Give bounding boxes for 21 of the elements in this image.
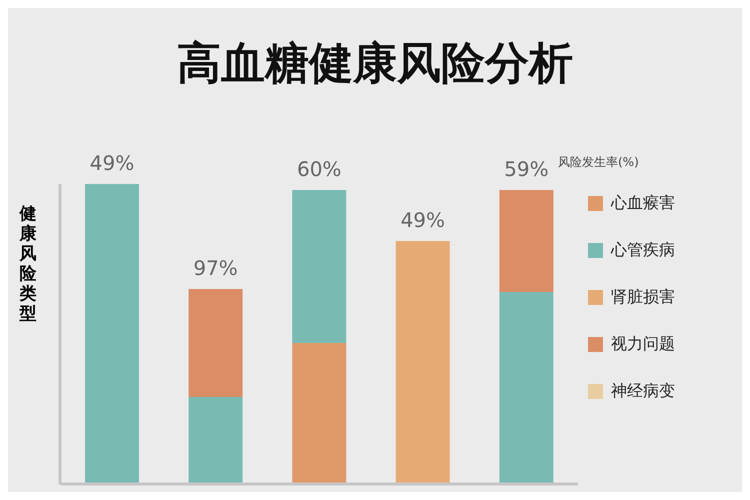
legend-label: 肾脏损害 bbox=[610, 287, 676, 308]
bar bbox=[499, 190, 554, 292]
legend-label: 神经病变 bbox=[610, 381, 676, 402]
legend-label: 视力问题 bbox=[610, 334, 676, 355]
legend-title: 风险发生率(%) bbox=[558, 154, 640, 171]
bar bbox=[85, 184, 139, 484]
legend-label: 心血瘊害 bbox=[610, 193, 676, 214]
bar bbox=[188, 397, 243, 484]
bar bbox=[499, 292, 554, 484]
chart-title: 高血糖健康风险分析 bbox=[176, 37, 574, 91]
text: 49% bbox=[90, 151, 134, 175]
bar bbox=[292, 343, 346, 484]
annotation: 97% bbox=[193, 256, 238, 280]
text: 59% bbox=[504, 157, 549, 181]
annotation: 49% bbox=[400, 208, 446, 232]
bar bbox=[292, 190, 346, 343]
bar bbox=[188, 289, 243, 397]
text: 60% bbox=[296, 157, 342, 181]
y-axis-title: 健康风险类型 bbox=[20, 204, 36, 324]
legend-label: 心管疾病 bbox=[610, 240, 676, 261]
bar bbox=[396, 241, 450, 484]
